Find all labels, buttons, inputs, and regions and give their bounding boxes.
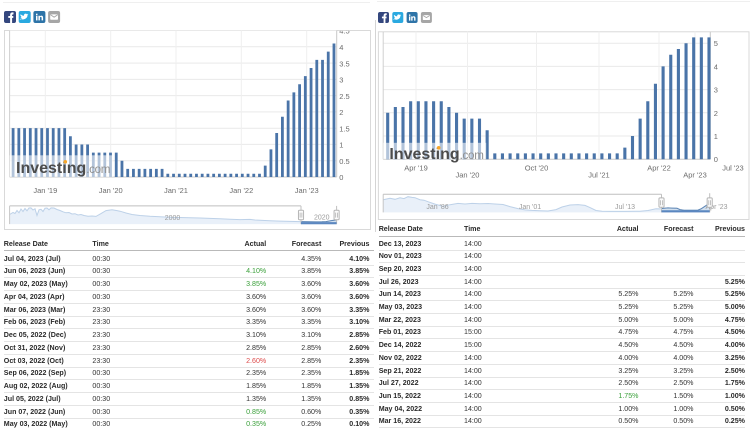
svg-text:4: 4 bbox=[714, 62, 718, 71]
svg-text:Jul '21: Jul '21 bbox=[588, 171, 609, 180]
svg-text:3.5: 3.5 bbox=[339, 59, 349, 68]
svg-text:Jan '20: Jan '20 bbox=[99, 186, 123, 195]
svg-text:4: 4 bbox=[339, 43, 343, 52]
svg-text:Jul '13: Jul '13 bbox=[615, 204, 635, 211]
svg-text:1.5: 1.5 bbox=[339, 124, 349, 133]
svg-text:Jan '01: Jan '01 bbox=[519, 204, 541, 211]
svg-text:2: 2 bbox=[339, 108, 343, 117]
svg-text:3: 3 bbox=[714, 86, 718, 95]
svg-text:4.5: 4.5 bbox=[339, 27, 349, 36]
svg-text:Apr '22: Apr '22 bbox=[647, 164, 671, 173]
svg-text:0.5: 0.5 bbox=[339, 157, 349, 166]
svg-text:Jul '23: Jul '23 bbox=[722, 164, 743, 173]
svg-text:5: 5 bbox=[714, 39, 718, 48]
svg-text:Jan '19: Jan '19 bbox=[33, 186, 57, 195]
svg-text:2020: 2020 bbox=[314, 214, 330, 221]
svg-text:Investing.com: Investing.com bbox=[16, 160, 110, 177]
svg-text:Apr '23: Apr '23 bbox=[683, 171, 707, 180]
svg-text:3: 3 bbox=[339, 76, 343, 85]
svg-text:Jan '23: Jan '23 bbox=[295, 186, 319, 195]
svg-text:0: 0 bbox=[714, 155, 718, 164]
svg-text:2: 2 bbox=[714, 109, 718, 118]
svg-text:Apr '23: Apr '23 bbox=[706, 204, 728, 211]
svg-text:Jan '22: Jan '22 bbox=[229, 186, 253, 195]
svg-text:Jan '20: Jan '20 bbox=[456, 171, 480, 180]
svg-text:2000: 2000 bbox=[165, 215, 181, 222]
svg-text:Apr '19: Apr '19 bbox=[404, 164, 428, 173]
svg-text:1: 1 bbox=[714, 132, 718, 141]
svg-text:Investing.com: Investing.com bbox=[389, 146, 483, 163]
svg-text:Jan '21: Jan '21 bbox=[164, 186, 188, 195]
svg-text:1: 1 bbox=[339, 141, 343, 150]
svg-text:Jan '86: Jan '86 bbox=[426, 204, 448, 211]
svg-text:0: 0 bbox=[339, 173, 343, 182]
svg-text:2.5: 2.5 bbox=[339, 92, 349, 101]
svg-text:Oct '20: Oct '20 bbox=[525, 164, 549, 173]
